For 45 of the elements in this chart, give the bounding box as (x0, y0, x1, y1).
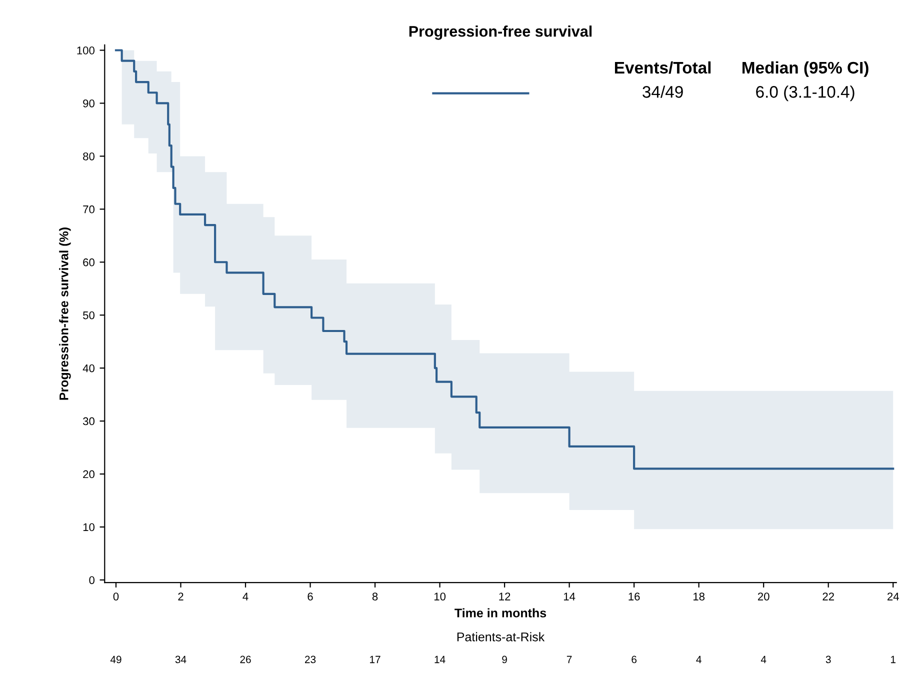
chart-title: Progression-free survival (409, 26, 592, 40)
y-tick-label: 30 (82, 417, 94, 426)
text: 4 (760, 656, 766, 664)
text: 14 (434, 656, 446, 664)
text: 9 (502, 656, 507, 664)
text: 23 (304, 656, 316, 664)
text: 7 (566, 656, 572, 664)
x-tick-label: 0 (113, 592, 119, 600)
x-tick-label: 2 (178, 592, 184, 600)
y-tick-label: 20 (83, 470, 94, 478)
y-tick-label: 100 (77, 46, 94, 54)
text: 49 (110, 656, 122, 664)
text: 6 (632, 656, 637, 664)
y-tick-label: 70 (83, 205, 94, 214)
text: 17 (370, 656, 380, 664)
annotation: Events/Total (614, 61, 711, 74)
y-axis-title: Progression-free survival (%) (59, 228, 71, 400)
annotation: 6.0 (3.1-10.4) (756, 86, 854, 102)
text: 4 (696, 656, 702, 664)
text: Patients-at-Risk (457, 632, 545, 642)
y-tick-label: 80 (83, 152, 94, 160)
x-tick-label: 12 (499, 592, 510, 600)
x-tick-label: 8 (372, 592, 378, 600)
x-tick-label: 18 (694, 592, 705, 600)
y-tick-label: 90 (83, 99, 94, 108)
y-tick-label: 50 (83, 311, 94, 320)
annotation: Median (95% CI) (742, 61, 868, 77)
y-tick-label: 60 (83, 258, 94, 266)
x-axis-title: Time in months (454, 608, 546, 618)
x-tick-label: 20 (758, 592, 770, 600)
y-tick-label: 40 (82, 364, 94, 372)
x-tick-label: 4 (242, 592, 248, 600)
y-tick-label: 0 (89, 576, 94, 584)
text: 1 (891, 656, 896, 664)
x-tick-label: 10 (434, 592, 446, 600)
x-tick-label: 6 (308, 592, 313, 600)
y-tick-label: 10 (83, 523, 94, 532)
text: 26 (240, 656, 251, 664)
x-tick-label: 14 (564, 592, 576, 600)
text: 3 (826, 656, 831, 664)
x-tick-label: 22 (822, 592, 834, 600)
x-tick-label: 16 (628, 592, 640, 600)
text: 34 (175, 656, 186, 664)
annotation: 34/49 (642, 86, 683, 98)
x-tick-label: 24 (887, 592, 899, 600)
